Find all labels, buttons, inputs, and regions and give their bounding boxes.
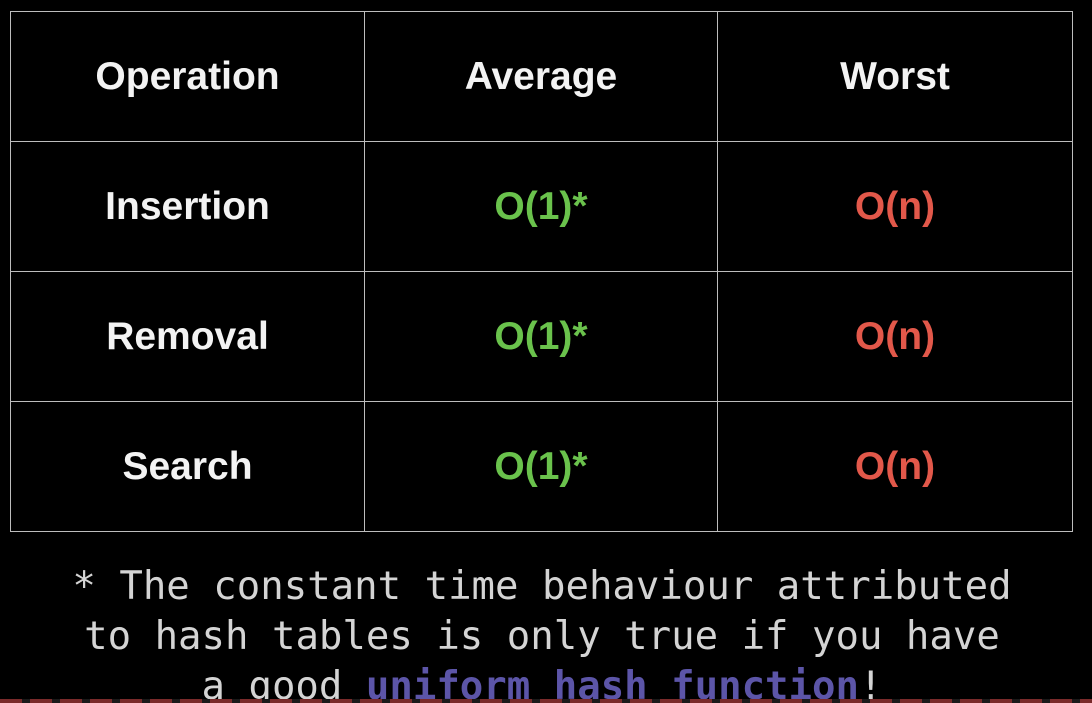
table-row: Insertion O(1)* O(n) bbox=[10, 141, 1073, 272]
header-operation: Operation bbox=[10, 11, 365, 142]
video-progress-strip bbox=[0, 699, 1092, 703]
footnote: * The constant time behaviour attributed… bbox=[0, 562, 1072, 703]
header-worst: Worst bbox=[717, 11, 1073, 142]
operation-cell: Insertion bbox=[10, 141, 365, 272]
worst-complexity-cell: O(n) bbox=[717, 141, 1073, 272]
operation-cell: Removal bbox=[10, 271, 365, 402]
operation-cell: Search bbox=[10, 401, 365, 532]
table-row: Removal O(1)* O(n) bbox=[10, 271, 1073, 402]
footnote-line-3-suffix: ! bbox=[858, 664, 883, 703]
header-average: Average bbox=[364, 11, 718, 142]
footnote-line-2: to hash tables is only true if you have bbox=[84, 614, 1000, 659]
worst-complexity-cell: O(n) bbox=[717, 271, 1073, 402]
footnote-line-1: * The constant time behaviour attributed bbox=[72, 564, 1012, 609]
average-complexity-cell: O(1)* bbox=[364, 141, 718, 272]
footnote-line-3-prefix: a good bbox=[201, 664, 366, 703]
table-row: Search O(1)* O(n) bbox=[10, 401, 1073, 532]
complexity-table: Operation Average Worst Insertion O(1)* … bbox=[10, 11, 1073, 532]
footnote-line-3: a good uniform hash function! bbox=[12, 662, 1072, 703]
table-header-row: Operation Average Worst bbox=[10, 11, 1073, 142]
footnote-emphasis: uniform hash function bbox=[365, 664, 859, 703]
average-complexity-cell: O(1)* bbox=[364, 401, 718, 532]
worst-complexity-cell: O(n) bbox=[717, 401, 1073, 532]
average-complexity-cell: O(1)* bbox=[364, 271, 718, 402]
